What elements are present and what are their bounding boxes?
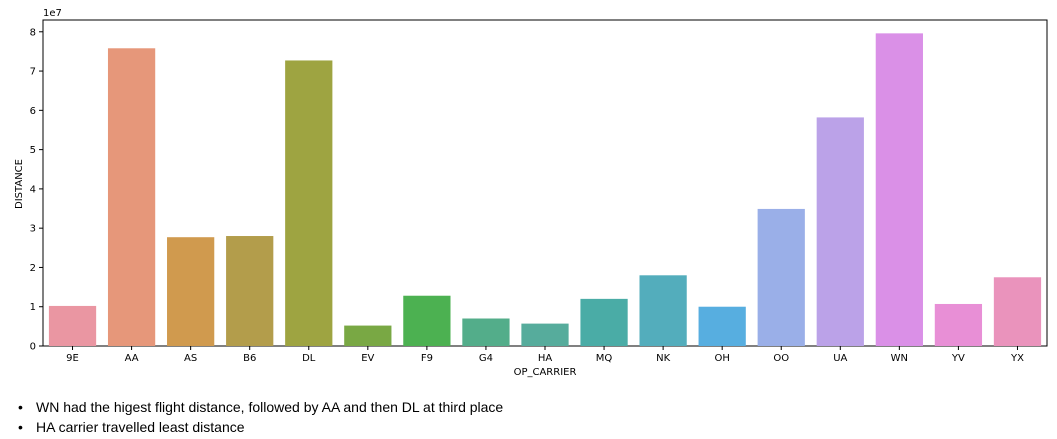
bar-9e [48, 305, 97, 346]
x-tick-label: HA [538, 353, 553, 364]
bar-chart: 1e7 0 1 2 3 4 5 6 7 8 9E AA AS B6 DL EV F9 G4 HA MQ NK OH OO… [14, 8, 1048, 378]
bar-ev [344, 325, 392, 346]
y-tick-label: 4 [30, 184, 36, 195]
x-tick-label: OH [714, 353, 729, 364]
x-tick-label: OO [773, 353, 789, 364]
x-tick-label: MQ [596, 353, 613, 364]
y-tick-label: 0 [30, 342, 36, 353]
note-item: • WN had the higest flight distance, foll… [14, 397, 503, 417]
x-tick-label: EV [361, 353, 374, 364]
y-axis-label: DISTANCE [14, 159, 25, 209]
bullet-icon: • [18, 419, 23, 435]
bar-aa [107, 48, 156, 347]
x-tick-label: AS [184, 353, 197, 364]
bar-mq [580, 298, 628, 346]
x-tick-label: UA [833, 353, 847, 364]
bar-ha [521, 323, 569, 346]
bar-oo [757, 208, 805, 346]
bars-group [48, 33, 1042, 347]
y-tick-label: 8 [30, 27, 36, 38]
y-axis: 0 1 2 3 4 5 6 7 8 [30, 27, 43, 353]
x-tick-label: DL [302, 353, 316, 364]
x-axis-label: OP_CARRIER [514, 367, 577, 378]
note-text: WN had the higest flight distance, follo… [36, 399, 504, 415]
y-axis-offset-text: 1e7 [43, 8, 62, 19]
x-tick-label: NK [656, 353, 670, 364]
bar-nk [639, 275, 687, 346]
bar-ua [816, 117, 864, 346]
bar-yx [993, 277, 1042, 346]
bar-oh [698, 306, 746, 346]
x-tick-label: AA [125, 353, 139, 364]
bullet-icon: • [18, 399, 23, 415]
bar-b6 [226, 236, 274, 346]
x-tick-label: 9E [66, 353, 79, 364]
x-tick-label: YV [951, 353, 965, 364]
bar-g4 [462, 318, 510, 346]
bar-wn [875, 33, 923, 346]
x-tick-label: B6 [243, 353, 256, 364]
bar-f9 [403, 295, 451, 346]
y-tick-label: 6 [30, 106, 36, 117]
x-tick-label: YX [1010, 353, 1024, 364]
notes-list: • WN had the higest flight distance, foll… [14, 397, 503, 437]
y-tick-label: 3 [30, 224, 36, 235]
bar-dl [285, 60, 333, 347]
y-tick-label: 2 [30, 263, 36, 274]
y-tick-label: 5 [30, 145, 36, 156]
note-item: • HA carrier travelled least distance [14, 417, 503, 437]
y-tick-label: 7 [30, 67, 36, 78]
bar-yv [934, 303, 983, 346]
note-text: HA carrier travelled least distance [36, 419, 245, 435]
x-tick-label: WN [891, 353, 908, 364]
x-tick-label: F9 [421, 353, 433, 364]
y-tick-label: 1 [30, 302, 36, 313]
bar-as [167, 237, 215, 346]
x-tick-label: G4 [479, 353, 493, 364]
x-axis: 9E AA AS B6 DL EV F9 G4 HA MQ NK OH OO UA WN YV YX [66, 346, 1024, 364]
